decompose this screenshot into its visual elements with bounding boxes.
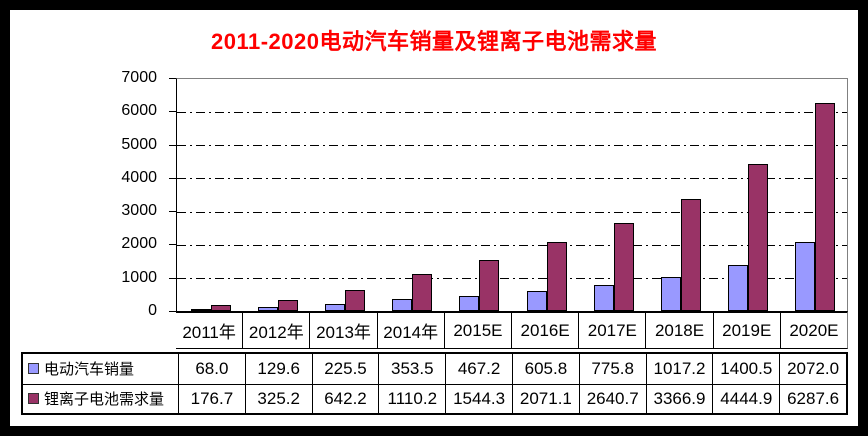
- table-cell: 1544.3: [445, 383, 512, 413]
- bar-ev-sales: [661, 277, 681, 311]
- y-axis-tick-label: 1000: [121, 269, 157, 286]
- table-cell: 176.7: [178, 383, 245, 413]
- y-axis-tick-label: 2000: [121, 235, 157, 252]
- y-axis-tick-label: 0: [148, 302, 157, 319]
- gridline: [177, 278, 847, 279]
- bar-battery-demand: [614, 223, 634, 311]
- gridline: [177, 245, 847, 246]
- legend-cell: 锂离子电池需求量: [23, 383, 178, 414]
- y-axis-tick: [169, 244, 176, 245]
- table-cell: 642.2: [311, 383, 379, 413]
- table-cell: 6287.6: [779, 383, 846, 413]
- y-axis-tick: [169, 311, 176, 312]
- bar-battery-demand: [412, 274, 432, 311]
- x-axis-label: 2017E: [578, 313, 645, 348]
- bar-battery-demand: [345, 290, 365, 311]
- x-axis-label: 2018E: [645, 313, 712, 348]
- gridline: [177, 212, 847, 213]
- x-axis-label: 2011年: [182, 323, 236, 342]
- x-axis-label: 2014年: [376, 313, 444, 348]
- table-cell: 129.6: [244, 354, 312, 384]
- plot-area: [176, 78, 848, 311]
- table-cell: 4444.9: [712, 383, 780, 413]
- bar-ev-sales: [594, 285, 614, 311]
- bar-ev-sales: [191, 309, 211, 311]
- series-name-label: 锂离子电池需求量: [44, 391, 165, 409]
- table-cell: 3366.9: [645, 383, 713, 413]
- legend-swatch-icon: [28, 393, 39, 405]
- bar-ev-sales: [459, 296, 479, 311]
- table-cell: 2640.7: [578, 383, 646, 413]
- x-axis: 2011年 2012年 2013年 2014年 2015E 2016E 2017E 2018E…: [176, 311, 848, 349]
- y-axis-tick: [169, 211, 176, 212]
- y-axis-tick-label: 4000: [121, 169, 157, 186]
- x-axis-label: 2015E: [443, 313, 511, 348]
- gridline: [177, 112, 847, 113]
- bar-ev-sales: [392, 299, 412, 311]
- x-axis-label: 2019E: [712, 313, 780, 348]
- gridline: [177, 145, 847, 146]
- table-cell: 775.8: [578, 354, 646, 384]
- table-cell: 225.5: [311, 354, 379, 384]
- legend-swatch-icon: [28, 363, 39, 375]
- y-axis-tick-label: 6000: [121, 102, 157, 119]
- bar-battery-demand: [681, 199, 701, 311]
- data-table: 电动汽车销量 68.0 129.6 225.5 353.5 467.2 605.8 775.8…: [21, 352, 848, 415]
- bar-ev-sales: [325, 304, 345, 311]
- y-axis-tick: [169, 78, 176, 79]
- bar-ev-sales: [258, 307, 278, 311]
- x-axis-label: 2013年: [309, 313, 376, 348]
- table-cell: 1400.5: [712, 354, 779, 384]
- table-cell: 605.8: [512, 354, 579, 384]
- bar-battery-demand: [547, 242, 567, 311]
- chart-title: 2011-2020电动汽车销量及锂离子电池需求量: [211, 29, 657, 54]
- series-name-label: 电动汽车销量: [44, 361, 135, 379]
- table-cell: 68.0: [178, 354, 245, 384]
- table-cell: 1110.2: [378, 383, 446, 413]
- table-cell: 2072.0: [779, 354, 846, 384]
- bar-ev-sales: [527, 291, 547, 311]
- table-cell: 467.2: [445, 354, 512, 384]
- y-axis-tick-label: 7000: [121, 69, 157, 86]
- bar-battery-demand: [479, 260, 499, 311]
- x-axis-label: 2016E: [511, 313, 578, 348]
- legend-cell: 电动汽车销量: [23, 354, 178, 384]
- y-axis-tick: [169, 178, 176, 179]
- bar-ev-sales: [795, 242, 815, 311]
- bar-ev-sales: [728, 265, 748, 311]
- y-axis-tick: [169, 111, 176, 112]
- gridline: [177, 178, 847, 179]
- y-axis-tick: [169, 145, 176, 146]
- bar-battery-demand: [278, 300, 298, 311]
- table-cell: 353.5: [378, 354, 445, 384]
- bar-battery-demand: [211, 305, 231, 311]
- x-axis-label: 2020E: [779, 313, 847, 348]
- y-axis-tick-label: 3000: [121, 202, 157, 219]
- y-axis-tick-label: 5000: [121, 136, 157, 153]
- bar-battery-demand: [815, 103, 835, 311]
- x-axis-label: 2012年: [242, 313, 309, 348]
- table-cell: 2071.1: [512, 383, 579, 413]
- table-cell: 1017.2: [645, 354, 713, 384]
- table-cell: 325.2: [244, 383, 312, 413]
- y-axis-tick: [169, 278, 176, 279]
- bar-battery-demand: [748, 164, 768, 311]
